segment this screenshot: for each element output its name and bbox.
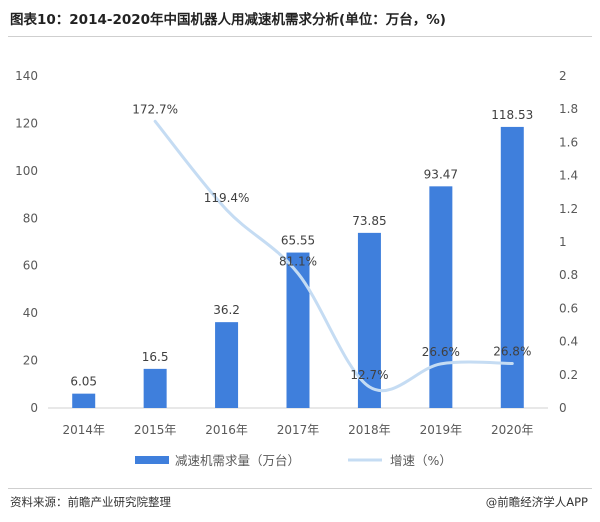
footer-divider bbox=[8, 488, 592, 489]
bar-value-label: 16.5 bbox=[142, 350, 169, 364]
right-tick-label: 1 bbox=[559, 235, 567, 249]
x-tick-label: 2015年 bbox=[134, 423, 177, 437]
right-tick-label: 0.6 bbox=[559, 301, 578, 315]
left-tick-label: 40 bbox=[23, 306, 38, 320]
legend-bar-label: 减速机需求量（万台） bbox=[175, 453, 300, 468]
x-tick-label: 2014年 bbox=[62, 423, 105, 437]
right-tick-label: 0 bbox=[559, 401, 567, 415]
legend: 减速机需求量（万台） 增速（%） bbox=[135, 453, 452, 468]
growth-value-label: 12.7% bbox=[350, 368, 388, 382]
right-tick-label: 1.8 bbox=[559, 102, 578, 116]
bar-value-label: 73.85 bbox=[352, 214, 386, 228]
x-tick-label: 2020年 bbox=[491, 423, 534, 437]
bar bbox=[429, 186, 453, 408]
credit-note: @前瞻经济学人APP bbox=[485, 495, 588, 509]
right-tick-label: 0.2 bbox=[559, 368, 578, 382]
legend-bar-swatch bbox=[135, 456, 169, 464]
bar bbox=[143, 368, 167, 408]
line-data-labels: 172.7% 119.4% 81.1% 12.7% 26.6% 26.8% bbox=[132, 102, 531, 382]
bar-data-labels: 6.05 16.5 36.2 65.55 73.85 93.47 118.53 bbox=[70, 108, 533, 389]
right-tick-label: 1.2 bbox=[559, 202, 578, 216]
x-tick-label: 2018年 bbox=[348, 423, 391, 437]
bar bbox=[500, 126, 524, 408]
bar bbox=[286, 252, 310, 408]
x-axis: 2014年 2015年 2016年 2017年 2018年 2019年 2020年 bbox=[62, 423, 533, 437]
right-tick-label: 0.4 bbox=[559, 335, 578, 349]
bar-value-label: 93.47 bbox=[424, 167, 458, 181]
bar-value-label: 36.2 bbox=[213, 303, 240, 317]
left-tick-label: 20 bbox=[23, 354, 38, 368]
growth-value-label: 26.6% bbox=[422, 345, 460, 359]
right-tick-label: 0.8 bbox=[559, 268, 578, 282]
chart-title: 图表10：2014-2020年中国机器人用减速机需求分析(单位：万台，%) bbox=[10, 12, 446, 28]
left-tick-label: 60 bbox=[23, 259, 38, 273]
left-axis: 0 20 40 60 80 100 120 140 bbox=[15, 69, 38, 415]
bar bbox=[215, 322, 239, 408]
right-tick-label: 1.4 bbox=[559, 169, 578, 183]
bar-value-label: 118.53 bbox=[491, 108, 533, 122]
x-tick-label: 2017年 bbox=[277, 423, 320, 437]
x-tick-label: 2016年 bbox=[205, 423, 248, 437]
title-divider bbox=[8, 36, 592, 37]
chart: 0 20 40 60 80 100 120 140 0 0.2 0.4 0.6 0.8 1 1.2 1.4 1… bbox=[15, 69, 578, 468]
growth-value-label: 172.7% bbox=[132, 102, 178, 116]
bar-value-label: 65.55 bbox=[281, 234, 315, 248]
right-tick-label: 1.6 bbox=[559, 135, 578, 149]
right-axis: 0 0.2 0.4 0.6 0.8 1 1.2 1.4 1.6 1.8 2 bbox=[559, 69, 578, 415]
growth-value-label: 26.8% bbox=[493, 345, 531, 359]
bar-series bbox=[72, 126, 524, 408]
right-tick-label: 2 bbox=[559, 69, 567, 83]
source-note: 资料来源：前瞻产业研究院整理 bbox=[10, 495, 171, 509]
bar-value-label: 6.05 bbox=[70, 375, 97, 389]
bar bbox=[72, 393, 96, 408]
growth-value-label: 81.1% bbox=[279, 254, 317, 268]
left-tick-label: 80 bbox=[23, 211, 38, 225]
legend-line-label: 增速（%） bbox=[390, 453, 452, 468]
left-tick-label: 120 bbox=[15, 116, 38, 130]
growth-value-label: 119.4% bbox=[204, 191, 250, 205]
left-tick-label: 0 bbox=[30, 401, 38, 415]
growth-line bbox=[153, 119, 514, 393]
x-tick-label: 2019年 bbox=[420, 423, 463, 437]
left-tick-label: 140 bbox=[15, 69, 38, 83]
left-tick-label: 100 bbox=[15, 164, 38, 178]
bar bbox=[357, 232, 381, 408]
